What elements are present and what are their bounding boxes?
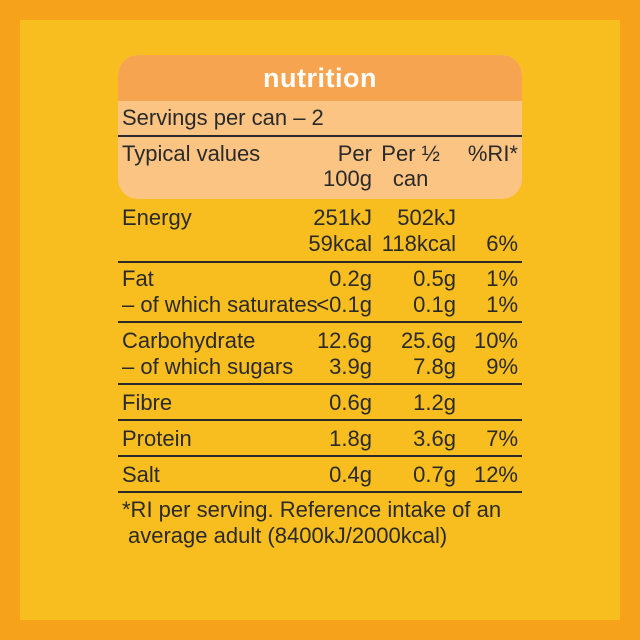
value-per-half-can: 1.2g [413, 390, 456, 415]
value-per-100g: 0.4g [329, 462, 372, 487]
value-per-half-can: 7.8g [413, 354, 456, 379]
footnote-line-1: *RI per serving. Reference intake of an [122, 497, 502, 522]
value-per-100g: 0.2g [329, 266, 372, 291]
per-100g-header: Per 100g [323, 141, 372, 191]
value-per-100g: 3.9g [329, 354, 372, 379]
ri-header: %RI* [467, 141, 518, 166]
energy-row: Energy 251kJ 502kJ 59kcal 118kcal 6% [118, 199, 522, 263]
nutrition-label: nutrition Servings per can – 2 Typical v… [118, 55, 522, 549]
nutrient-name: Fat [122, 266, 154, 291]
ri-value: 1% [486, 292, 518, 317]
value-per-half-can: 0.1g [413, 292, 456, 317]
nutrient-name: Salt [122, 462, 160, 487]
nutrient-name: Energy [122, 205, 192, 230]
ri-value: 6% [486, 231, 518, 256]
typical-values-header: Typical values [122, 141, 261, 166]
ri-value: 12% [473, 462, 518, 487]
label-header: nutrition Servings per can – 2 Typical v… [118, 55, 522, 199]
value-per-half-can: 25.6g [400, 328, 456, 353]
ri-value: 9% [486, 354, 518, 379]
per-half-can-header: Per ½ can [381, 141, 440, 191]
nutrient-name: Protein [122, 426, 192, 451]
fibre-row: Fibre 0.6g 1.2g [118, 385, 522, 421]
value-per-100g: 251kJ [313, 205, 372, 230]
servings-per-can: Servings per can – 2 [118, 101, 522, 137]
footnote-line-2: average adult (8400kJ/2000kcal) [128, 523, 448, 548]
value-per-half-can: 502kJ [397, 205, 456, 230]
nutrient-name: Carbohydrate [122, 328, 256, 353]
nutrient-name: – of which sugars [122, 354, 294, 379]
column-headers: Typical values Per 100g Per ½ can %RI* [118, 137, 522, 199]
nutrient-name: – of which saturates [122, 292, 318, 317]
label-title: nutrition [118, 55, 522, 101]
protein-row: Protein 1.8g 3.6g 7% [118, 421, 522, 457]
carbohydrate-row: Carbohydrate 12.6g 25.6g 10% – of which … [118, 323, 522, 385]
ri-value: 7% [486, 426, 518, 451]
fat-row: Fat 0.2g 0.5g 1% – of which saturates <0… [118, 263, 522, 323]
value-per-half-can: 0.7g [413, 462, 456, 487]
ri-value: 1% [486, 266, 518, 291]
value-per-half-can: 118kcal [381, 231, 456, 256]
value-per-100g: 0.6g [329, 390, 372, 415]
ri-value: 10% [473, 328, 518, 353]
value-per-100g: 1.8g [329, 426, 372, 451]
value-per-100g: 12.6g [316, 328, 372, 353]
nutrient-name: Fibre [122, 390, 173, 415]
salt-row: Salt 0.4g 0.7g 12% [118, 457, 522, 493]
value-per-half-can: 3.6g [413, 426, 456, 451]
footnote: *RI per serving. Reference intake of an … [118, 493, 522, 549]
value-per-half-can: 0.5g [413, 266, 456, 291]
value-per-100g: 59kcal [308, 231, 372, 256]
value-per-100g: <0.1g [316, 292, 372, 317]
